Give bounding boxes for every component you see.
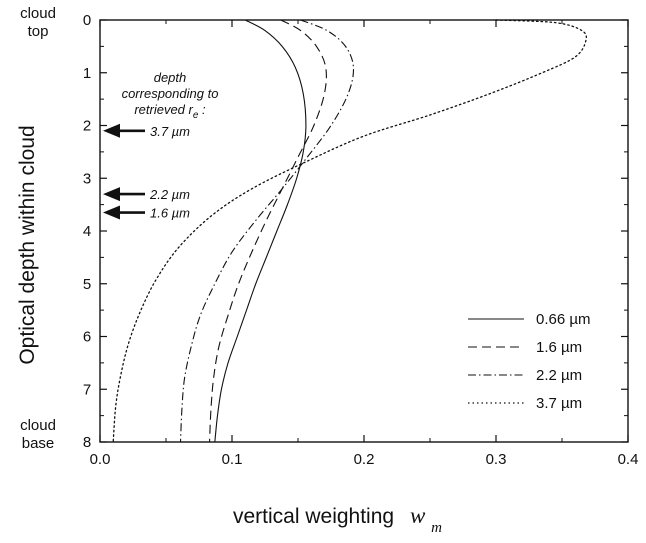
depth-arrow-label: 1.6 µm	[150, 206, 190, 221]
series-line-3	[112, 19, 587, 443]
y-tick-label: 1	[83, 65, 91, 82]
y-tick-label: 6	[83, 329, 91, 346]
annotation-line-2: retrieved re :	[134, 102, 206, 121]
annotation-line-1: corresponding to	[122, 86, 219, 101]
x-tick-label: 0.4	[618, 451, 639, 468]
x-tick-label: 0.0	[90, 451, 111, 468]
series-line-0	[214, 19, 307, 443]
depth-arrow-head	[103, 123, 120, 138]
legend-label-0: 0.66 µm	[536, 311, 591, 328]
series-layer	[112, 19, 587, 443]
depth-arrow-label: 2.2 µm	[149, 187, 190, 202]
y-tick-label: 8	[83, 434, 91, 451]
annotation-line-0: depth	[154, 70, 187, 85]
series-line-2	[179, 19, 355, 443]
x-tick-label: 0.1	[222, 451, 243, 468]
y-tick-label: 0	[83, 12, 91, 29]
annotation-suffix: :	[198, 102, 206, 117]
legend: 0.66 µm 1.6 µm 2.2 µm 3.7 µm	[468, 311, 591, 412]
y-tick-label: 4	[83, 223, 91, 240]
legend-label-1: 1.6 µm	[536, 339, 582, 356]
y-tick-label: 7	[83, 381, 91, 398]
series-line-1	[209, 19, 327, 443]
x-axis-title-text: vertical weighting	[233, 505, 394, 528]
cloud-top-label-line1: cloud	[20, 5, 56, 22]
depth-arrow-head	[103, 187, 120, 202]
x-axis-title-subscript: m	[431, 520, 442, 536]
legend-label-3: 3.7 µm	[536, 395, 582, 412]
annotation-subscript: e	[193, 110, 199, 121]
x-axis-title: vertical weighting w m	[233, 503, 442, 536]
cloud-base-label-line2: base	[22, 435, 55, 452]
cloud-base-label-line1: cloud	[20, 417, 56, 434]
x-tick-label: 0.3	[486, 451, 507, 468]
depth-arrow-head	[103, 205, 120, 220]
x-tick-label: 0.2	[354, 451, 375, 468]
x-axis-title-symbol: w	[410, 503, 426, 528]
y-tick-label: 2	[83, 118, 91, 135]
y-tick-label: 3	[83, 170, 91, 187]
axis-ticks: 0.0 0.1 0.2 0.3 0.4 0 1 2 3 4 5 6 7 8	[83, 12, 639, 468]
legend-label-2: 2.2 µm	[536, 367, 582, 384]
y-axis-title: Optical depth within cloud	[16, 125, 39, 364]
y-tick-label: 5	[83, 276, 91, 293]
depth-arrow-label: 3.7 µm	[150, 124, 190, 139]
cloud-top-label-line2: top	[28, 23, 49, 40]
